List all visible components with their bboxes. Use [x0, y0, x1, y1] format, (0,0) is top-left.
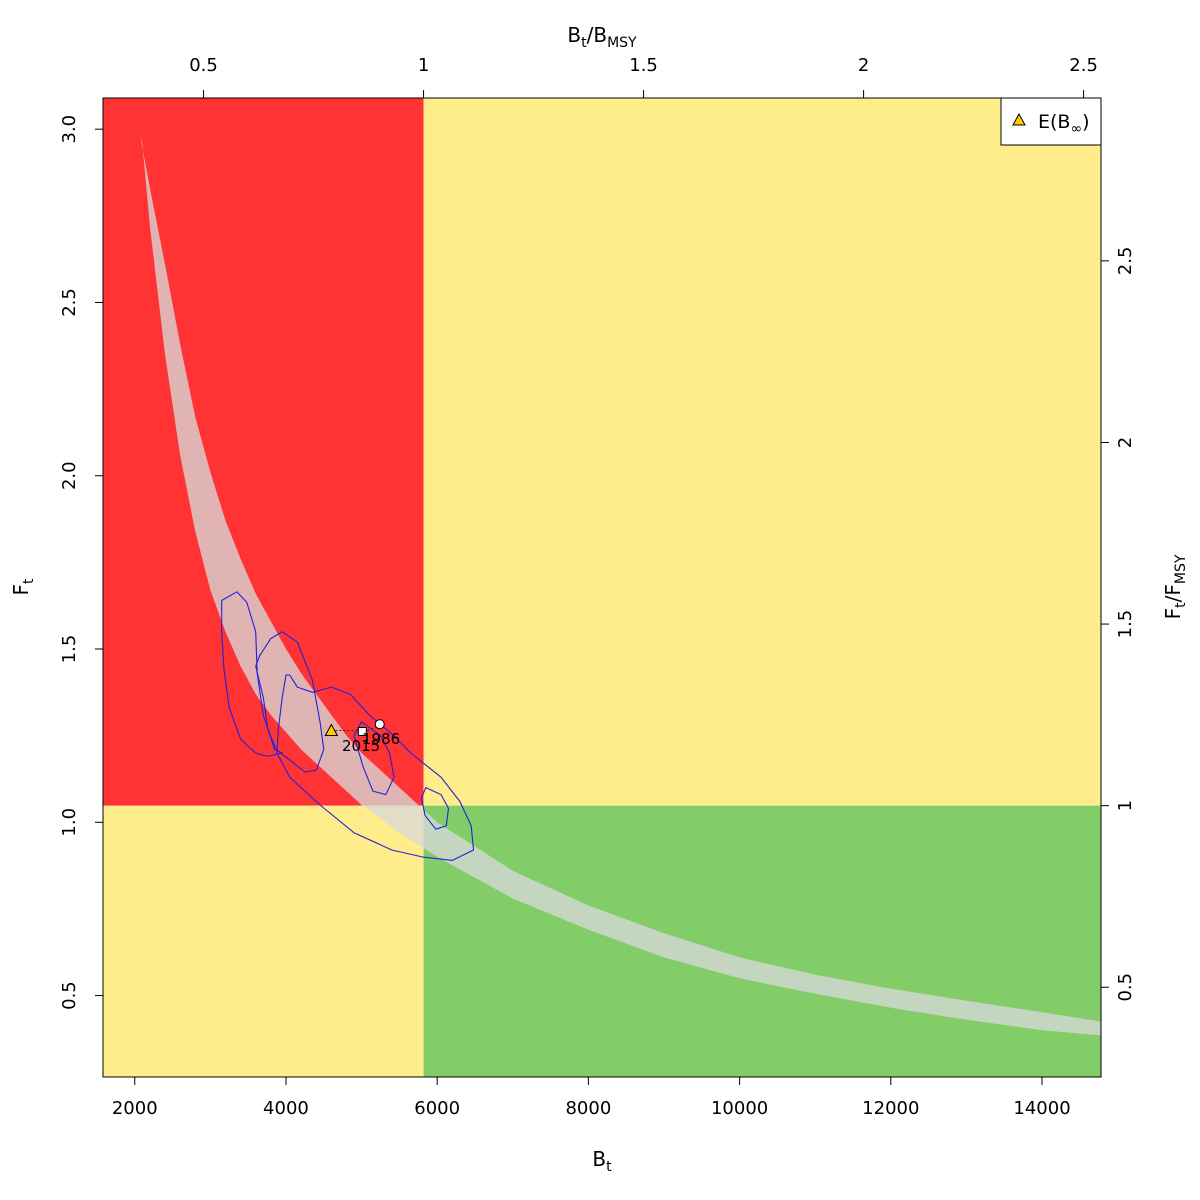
year-annotations: 1986 2015 — [342, 730, 400, 755]
left-tick-label: 0.5 — [59, 981, 80, 1010]
right-tick-label: 1 — [1115, 800, 1136, 811]
left-tick-label: 1.5 — [59, 635, 80, 664]
bottom-tick-label: 12000 — [862, 1098, 919, 1119]
left-tick-label: 3.0 — [59, 115, 80, 144]
label-1986: 1986 — [362, 730, 400, 748]
marker-2015 — [357, 726, 367, 736]
bottom-tick-label: 10000 — [711, 1098, 768, 1119]
left-tick-label: 1.0 — [59, 808, 80, 837]
axis-ticks: 2000 4000 6000 8000 10000 12000 14000 0.5 1.0 1.5… — [59, 55, 1136, 1119]
contour-3 — [276, 674, 475, 861]
contour-lines — [221, 591, 475, 861]
bottom-tick-label: 14000 — [1013, 1098, 1070, 1119]
top-tick-label: 1 — [418, 55, 429, 76]
trajectory-markers — [324, 719, 385, 736]
right-axis-title: Ft/FMSY — [1161, 554, 1189, 619]
legend-label: E(B∞) — [1038, 111, 1090, 137]
top-tick-label: 1.5 — [629, 55, 658, 76]
top-tick-label: 2 — [858, 55, 869, 76]
left-tick-label: 2.0 — [59, 461, 80, 490]
right-tick-label: 1.5 — [1115, 610, 1136, 639]
bottom-axis-title: Bt — [592, 1147, 612, 1175]
contour-5 — [420, 787, 450, 830]
right-tick-label: 2 — [1115, 437, 1136, 448]
zone-overfished-only — [103, 805, 424, 1077]
top-axis-title: Bt/BMSY — [567, 23, 637, 51]
left-tick-label: 2.5 — [59, 288, 80, 317]
plot-frame — [102, 97, 1102, 1078]
right-tick-label: 0.5 — [1115, 973, 1136, 1002]
bottom-tick-label: 4000 — [263, 1098, 309, 1119]
contour-2 — [255, 631, 325, 773]
top-tick-label: 0.5 — [189, 55, 218, 76]
top-tick-label: 2.5 — [1069, 55, 1098, 76]
bottom-tick-label: 2000 — [112, 1098, 158, 1119]
bottom-tick-label: 8000 — [565, 1098, 611, 1119]
zone-overfishing-only — [423, 98, 1101, 806]
contour-1 — [221, 591, 283, 757]
right-tick-label: 2.5 — [1115, 247, 1136, 276]
left-axis-title: Ft — [9, 578, 37, 596]
kobe-zones — [103, 98, 1101, 1077]
marker-e-binf — [324, 723, 339, 736]
zone-sustainable — [423, 805, 1101, 1077]
label-2015: 2015 — [342, 737, 380, 755]
legend: E(B∞) — [1000, 97, 1102, 146]
bottom-tick-label: 6000 — [414, 1098, 460, 1119]
contour-4 — [353, 721, 395, 796]
legend-triangle-icon — [1012, 112, 1026, 126]
msy-band — [140, 134, 1101, 1036]
marker-1986 — [374, 719, 385, 730]
